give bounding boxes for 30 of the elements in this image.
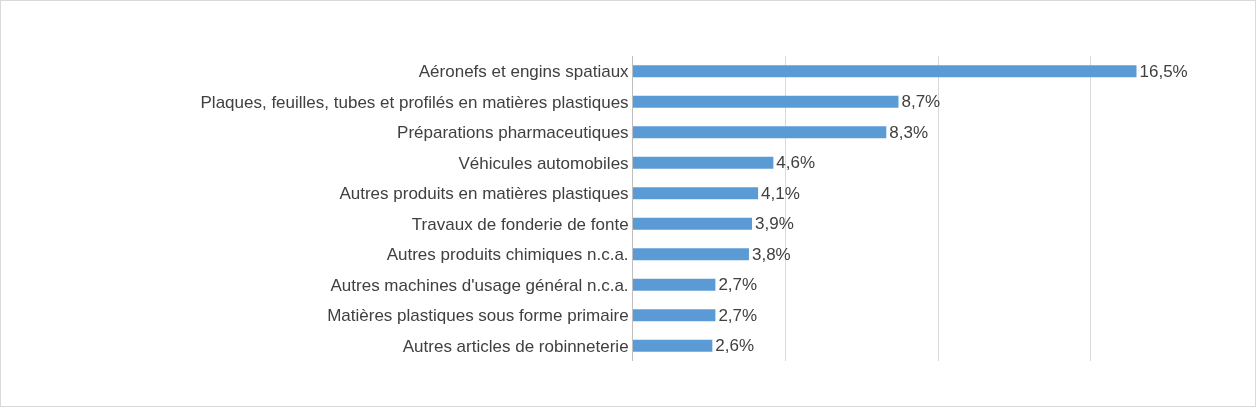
data-label: 2,7% <box>718 305 758 325</box>
data-label: 8,3% <box>889 122 929 142</box>
bar <box>633 278 716 291</box>
data-label: 8,7% <box>901 92 941 112</box>
y-tick-label: Plaques, feuilles, tubes et profilés en matières plastiques <box>200 92 629 112</box>
y-tick-label: Véhicules automobiles <box>458 153 629 173</box>
y-tick-label: Autres articles de robinneterie <box>402 336 629 356</box>
bar <box>633 187 759 200</box>
y-tick-label: Matières plastiques sous forme primaire <box>327 306 629 326</box>
data-label: 16,5% <box>1139 61 1188 81</box>
data-label: 2,6% <box>715 336 755 356</box>
y-tick-label: Préparations pharmaceutiques <box>397 123 629 143</box>
bar <box>633 248 749 261</box>
y-tick-label: Autres produits chimiques n.c.a. <box>386 245 629 265</box>
bar <box>633 95 899 108</box>
bar <box>633 309 716 322</box>
y-tick-label: Autres produits en matières plastiques <box>339 184 629 204</box>
bar <box>633 126 887 139</box>
data-label: 2,7% <box>718 275 758 295</box>
y-tick-label: Autres machines d'usage général n.c.a. <box>330 275 629 295</box>
y-tick-label: Travaux de fonderie de fonte <box>411 214 629 234</box>
bar <box>633 156 774 169</box>
bar <box>633 217 753 230</box>
data-label: 4,1% <box>761 183 800 203</box>
bar <box>633 339 713 352</box>
data-label: 3,9% <box>755 214 794 234</box>
bar <box>633 65 1137 78</box>
data-label: 3,8% <box>751 244 791 264</box>
y-tick-label: Aéronefs et engins spatiaux <box>418 62 630 82</box>
data-label: 4,6% <box>776 153 816 173</box>
